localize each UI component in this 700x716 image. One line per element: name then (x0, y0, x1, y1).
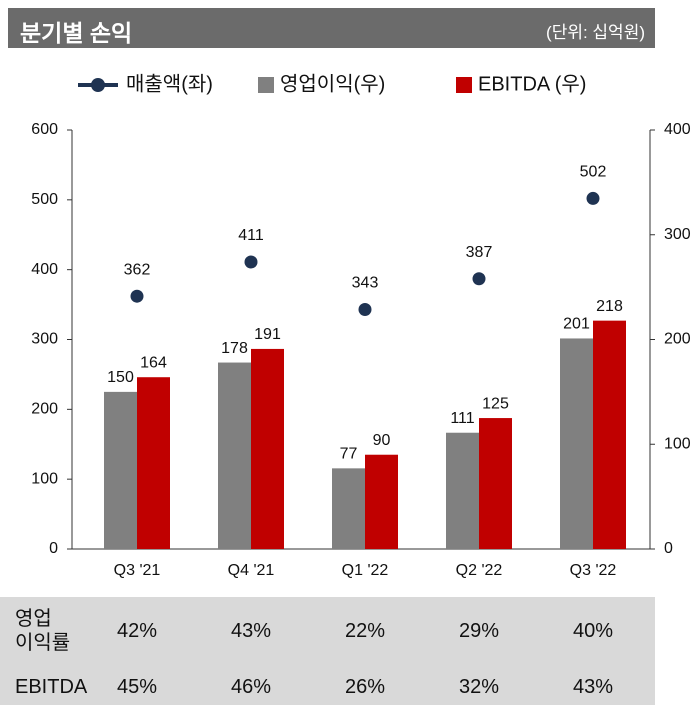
legend-marker (91, 78, 105, 92)
bar (251, 348, 284, 549)
y2-tick-label: 300 (664, 226, 691, 243)
ratio-table: 영업 이익률 42% 43% 22% 29% 40% EBITDA 45% 46% 26% 32% 4… (0, 597, 655, 705)
data-label: 201 (563, 316, 590, 333)
legend-swatch (456, 77, 472, 93)
y2-tick-label: 200 (664, 331, 691, 348)
y2-tick-label: 400 (664, 121, 691, 138)
y-tick-label: 500 (31, 191, 58, 208)
data-label: 387 (466, 244, 493, 261)
legend-label: 매출액(좌) (126, 72, 213, 95)
legend-label: 영업이익(우) (280, 72, 385, 95)
bar (593, 320, 626, 549)
table-cell: 29% (458, 620, 500, 642)
bar (365, 454, 398, 549)
x-tick-label: Q1 '22 (342, 562, 389, 579)
table-cell: 22% (344, 620, 386, 642)
legend-swatch (258, 77, 274, 93)
table-cell: 43% (572, 676, 614, 698)
y2-tick-label: 100 (664, 435, 691, 452)
line-point (586, 191, 600, 205)
data-label: 178 (221, 340, 248, 357)
x-tick-label: Q3 '21 (114, 562, 161, 579)
data-label: 218 (596, 298, 623, 315)
data-label: 90 (373, 432, 391, 449)
row-label: EBITDA (15, 676, 88, 698)
x-tick-label: Q4 '21 (228, 562, 275, 579)
unit-note: (단위: 십억원) (546, 23, 645, 42)
data-label: 502 (580, 164, 607, 181)
data-label: 411 (238, 227, 264, 244)
y-tick-label: 400 (31, 261, 58, 278)
data-label: 150 (107, 369, 134, 386)
y-tick-label: 0 (49, 540, 58, 557)
bar (218, 362, 251, 549)
bar (104, 391, 137, 549)
data-label: 125 (482, 395, 509, 412)
y-tick-label: 100 (31, 470, 58, 487)
line-point (130, 289, 144, 303)
data-label: 111 (450, 410, 474, 427)
y-tick-label: 300 (31, 331, 58, 348)
bar (137, 377, 170, 549)
line-point (358, 302, 372, 316)
table-cell: 32% (458, 676, 500, 698)
table-cell: 43% (230, 620, 272, 642)
title-bar: 분기별 손익 (단위: 십억원) (8, 8, 655, 48)
data-label: 77 (340, 446, 358, 463)
chart: 0 100 200 300 400 500 600 0 100 200 300 400 Q3 '21 Q4… (31, 72, 691, 579)
row-label: 영업 이익률 (15, 608, 71, 654)
data-label: 362 (124, 261, 151, 278)
line-point (472, 272, 486, 286)
data-label: 164 (140, 354, 167, 371)
x-tick-label: Q2 '22 (456, 562, 503, 579)
y-tick-label: 600 (31, 121, 58, 138)
bar (446, 432, 479, 549)
table-cell: 46% (230, 676, 272, 698)
data-label: 191 (254, 326, 281, 343)
table-cell: 42% (116, 620, 158, 642)
chart-title: 분기별 손익 (20, 20, 133, 46)
x-tick-label: Q3 '22 (570, 562, 617, 579)
y2-tick-label: 0 (664, 540, 673, 557)
data-label: 343 (352, 275, 379, 292)
line-point (244, 255, 258, 269)
bar (479, 418, 512, 549)
legend-label: EBITDA (우) (478, 73, 586, 95)
table-cell: 45% (116, 676, 158, 698)
bar (560, 338, 593, 549)
y-tick-label: 200 (31, 401, 58, 418)
table-cell: 26% (344, 676, 386, 698)
bar (332, 468, 365, 549)
table-cell: 40% (572, 620, 614, 642)
